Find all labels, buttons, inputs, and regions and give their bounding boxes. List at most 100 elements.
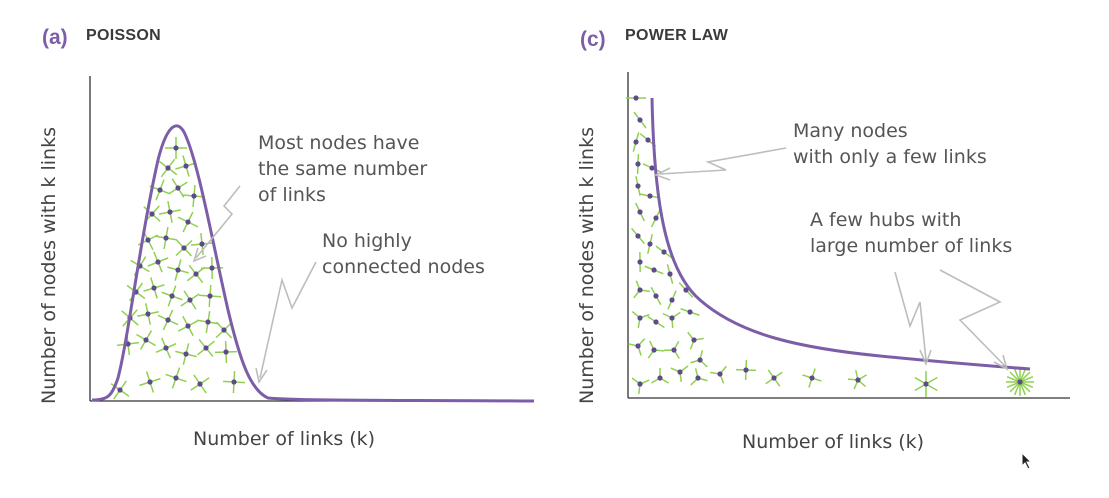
arrow-hub-large-head bbox=[993, 354, 1009, 371]
network-node bbox=[198, 284, 222, 308]
network-node bbox=[765, 369, 783, 387]
annotation-line: large number of links bbox=[810, 235, 1013, 257]
annotation-line: No highly bbox=[322, 230, 412, 252]
annotation-line: Many nodes bbox=[793, 120, 908, 142]
annotation-line: connected nodes bbox=[322, 256, 485, 278]
network-node bbox=[631, 377, 650, 395]
network-node bbox=[196, 338, 216, 358]
network-node bbox=[690, 368, 708, 386]
network-node bbox=[647, 315, 665, 329]
network-node bbox=[655, 245, 673, 259]
panel-a-tag: (a) bbox=[42, 26, 68, 49]
network-node bbox=[139, 371, 161, 393]
network-node bbox=[175, 343, 197, 365]
network-node bbox=[157, 309, 179, 331]
network-node bbox=[158, 158, 178, 178]
network-node bbox=[634, 202, 646, 222]
network-node bbox=[161, 285, 183, 307]
network-node bbox=[165, 137, 187, 159]
poisson-annotation-no-hubs: No highly connected nodes bbox=[322, 228, 485, 280]
network-node bbox=[633, 280, 651, 299]
poisson-nodes bbox=[110, 137, 246, 400]
network-node bbox=[630, 227, 646, 245]
network-node bbox=[647, 340, 665, 359]
network-node bbox=[650, 286, 662, 306]
annotation-line: of links bbox=[258, 184, 326, 206]
network-node bbox=[147, 251, 169, 273]
powerlaw-annotation-many-nodes: Many nodes with only a few links bbox=[793, 118, 987, 170]
network-node bbox=[143, 277, 165, 299]
mouse-cursor-icon bbox=[1021, 452, 1033, 470]
network-node bbox=[155, 227, 177, 249]
arrow-no-hubs bbox=[259, 261, 317, 379]
network-node bbox=[633, 111, 647, 129]
network-node bbox=[690, 350, 708, 368]
powerlaw-x-axis-label: Number of links (k) bbox=[742, 431, 925, 453]
annotation-line: the same number bbox=[258, 158, 428, 180]
network-node bbox=[666, 264, 674, 284]
network-node bbox=[222, 370, 246, 394]
network-node bbox=[667, 290, 677, 310]
network-node bbox=[644, 265, 664, 275]
network-node bbox=[159, 201, 181, 223]
network-node bbox=[710, 365, 727, 384]
network-node bbox=[175, 239, 193, 257]
network-node bbox=[735, 359, 757, 381]
network-node bbox=[914, 371, 938, 397]
poisson-annotation-most-nodes: Most nodes have the same number of links bbox=[258, 130, 427, 208]
powerlaw-nodes bbox=[626, 95, 1034, 397]
network-node bbox=[136, 330, 156, 350]
network-node bbox=[177, 211, 199, 233]
network-node bbox=[626, 95, 646, 101]
network-node bbox=[631, 310, 650, 328]
network-node bbox=[642, 163, 662, 173]
annotation-line: A few hubs with bbox=[810, 209, 962, 231]
panel-c-title: POWER LAW bbox=[625, 27, 729, 44]
arrow-many-nodes-head bbox=[653, 167, 671, 181]
arrow-no-hubs-head bbox=[255, 367, 268, 385]
network-node bbox=[214, 340, 238, 364]
poisson-curve bbox=[91, 124, 535, 403]
network-node bbox=[165, 367, 187, 389]
network-node bbox=[632, 132, 640, 152]
network-node bbox=[1006, 368, 1034, 396]
arrow-hub-small-head bbox=[919, 349, 932, 367]
network-node bbox=[802, 368, 822, 388]
panel-c-tag: (c) bbox=[580, 28, 606, 51]
network-node bbox=[155, 337, 177, 359]
arrow-most-nodes-head bbox=[192, 247, 207, 263]
network-node bbox=[215, 321, 233, 339]
network-node bbox=[635, 176, 641, 196]
powerlaw-axes bbox=[627, 72, 1070, 399]
network-node bbox=[687, 331, 704, 350]
powerlaw-curve bbox=[650, 97, 1031, 371]
network-node bbox=[137, 303, 159, 325]
arrow-many-nodes bbox=[659, 147, 787, 175]
arrow-hub-large bbox=[939, 269, 1006, 367]
annotation-arrows bbox=[192, 147, 1009, 385]
arrow-most-nodes bbox=[195, 185, 241, 259]
network-node bbox=[647, 234, 653, 254]
arrow-hub-small bbox=[894, 271, 927, 361]
network-node bbox=[663, 340, 680, 359]
annotation-line: Most nodes have bbox=[258, 132, 420, 154]
network-node bbox=[662, 311, 681, 329]
network-node bbox=[847, 370, 867, 390]
annotation-line: with only a few links bbox=[793, 146, 987, 168]
network-node bbox=[197, 311, 219, 333]
network-node bbox=[680, 308, 700, 316]
poisson-x-axis-label: Number of links (k) bbox=[193, 428, 376, 450]
network-node bbox=[168, 178, 188, 198]
network-node bbox=[180, 290, 200, 310]
network-node bbox=[637, 251, 643, 273]
network-node bbox=[175, 155, 197, 177]
powerlaw-annotation-hubs: A few hubs with large number of links bbox=[810, 207, 1012, 259]
panel-a-title: POISSON bbox=[86, 27, 162, 44]
network-node bbox=[650, 208, 662, 228]
network-node bbox=[177, 315, 199, 337]
network-node bbox=[678, 282, 694, 298]
network-node bbox=[628, 338, 646, 356]
network-node bbox=[190, 374, 210, 394]
network-node bbox=[670, 365, 689, 383]
